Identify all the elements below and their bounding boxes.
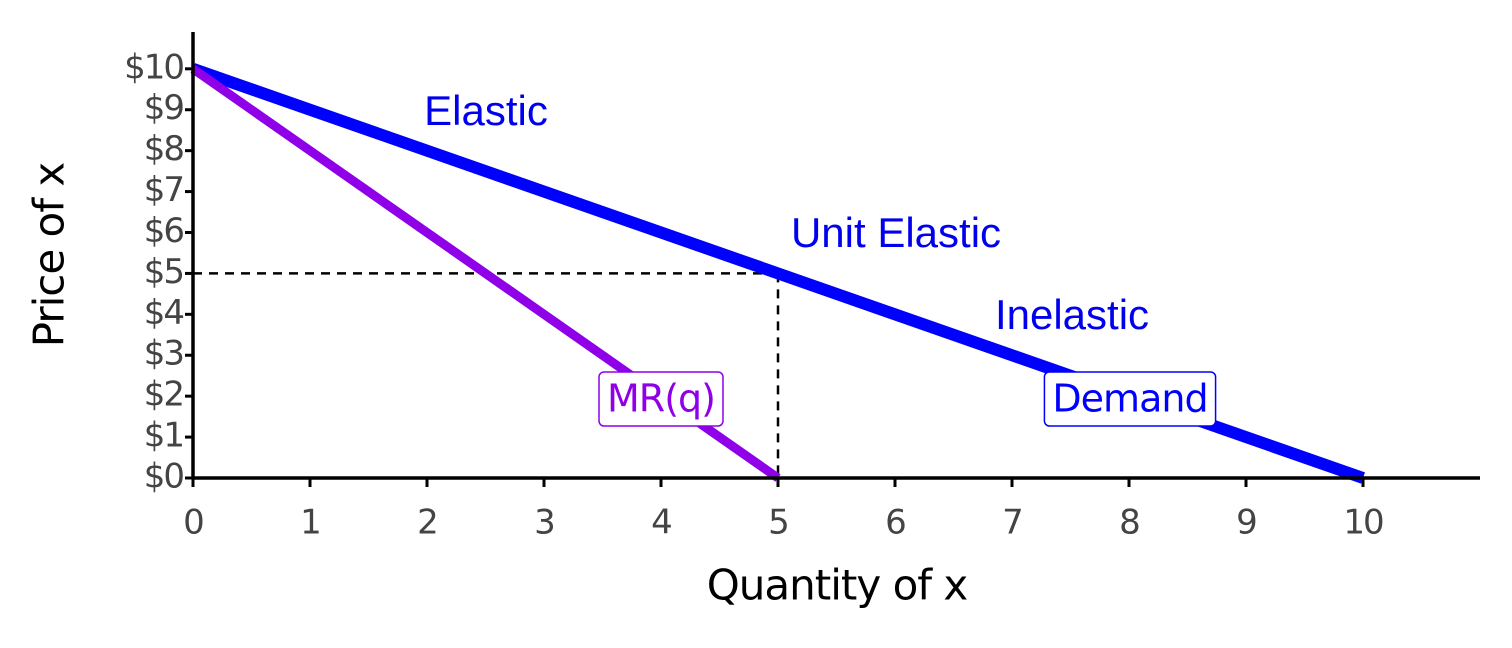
x-tick-label: 7 <box>1002 503 1022 543</box>
x-tick-label: 4 <box>651 503 671 543</box>
x-tick-label: 10 <box>1343 503 1383 543</box>
line-label-group: MR(q) <box>598 371 724 427</box>
y-tick-label: $5 <box>144 252 183 292</box>
line-label-box <box>598 371 724 427</box>
y-tick-label: $1 <box>144 416 183 456</box>
y-tick-label: $3 <box>144 334 183 374</box>
x-tick-label: 9 <box>1236 503 1256 543</box>
y-tick-label: $2 <box>144 375 183 415</box>
line-label-box <box>1043 371 1217 427</box>
annotation: Elastic <box>424 87 548 134</box>
x-tick-label: 3 <box>534 503 554 543</box>
y-tick-label: $6 <box>144 211 184 251</box>
annotation: Inelastic <box>995 291 1149 338</box>
y-axis-title: Price of x <box>25 163 74 348</box>
y-tick-label: $7 <box>144 170 183 210</box>
y-tick-label: $4 <box>144 293 184 333</box>
line-label: MR(q) <box>607 377 715 421</box>
x-tick-label: 2 <box>417 503 437 543</box>
y-tick-label: $0 <box>144 457 184 497</box>
x-axis-title: Quantity of x <box>707 561 968 610</box>
x-tick-label: 8 <box>1119 503 1139 543</box>
y-tick-label: $9 <box>144 88 184 128</box>
line-label-group: Demand <box>1043 371 1217 427</box>
line-label: Demand <box>1052 377 1207 421</box>
y-tick-label: $8 <box>144 129 184 169</box>
x-tick-label: 5 <box>768 503 788 543</box>
annotation: Unit Elastic <box>791 209 1001 256</box>
y-tick-label: $10 <box>124 47 183 87</box>
x-tick-label: 6 <box>885 503 905 543</box>
x-tick-label: 1 <box>300 503 320 543</box>
x-tick-label: 0 <box>183 503 203 543</box>
